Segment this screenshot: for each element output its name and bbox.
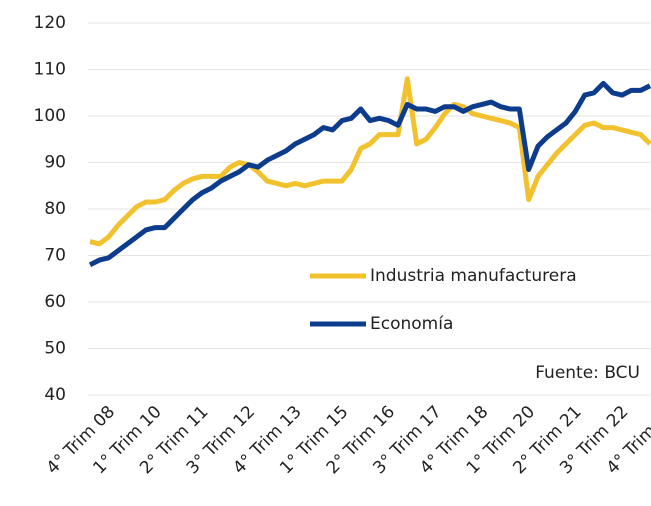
y-tick-label: 90 bbox=[44, 153, 66, 173]
y-tick-label: 80 bbox=[44, 199, 66, 219]
data-line bbox=[89, 76, 651, 247]
y-tick-label: 100 bbox=[34, 106, 66, 126]
source-note: Fuente: BCU bbox=[535, 363, 640, 383]
y-tick-label: 120 bbox=[34, 13, 66, 33]
legend-label: Economía bbox=[370, 314, 453, 334]
legend-label: Industria manufacturera bbox=[370, 266, 577, 286]
data-line bbox=[88, 80, 651, 268]
y-tick-label: 70 bbox=[44, 246, 66, 266]
y-tick-label: 50 bbox=[44, 339, 66, 359]
y-tick-label: 40 bbox=[44, 385, 66, 405]
y-tick-label: 60 bbox=[44, 292, 66, 312]
y-tick-label: 110 bbox=[34, 60, 66, 80]
